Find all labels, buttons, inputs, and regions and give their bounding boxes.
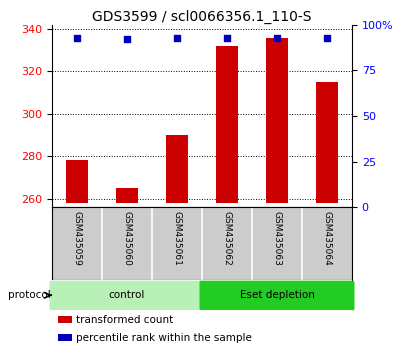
Point [324,35,330,40]
Bar [116,188,138,203]
FancyBboxPatch shape [50,281,204,310]
Bar [58,334,72,342]
Text: control: control [109,290,145,300]
Text: protocol: protocol [8,290,51,300]
Bar [216,46,238,203]
FancyBboxPatch shape [200,281,354,310]
Text: transformed count: transformed count [76,315,173,325]
Bar [266,38,288,203]
Point [274,35,280,40]
Text: GSM435061: GSM435061 [172,211,182,266]
Text: GSM435064: GSM435064 [322,211,332,266]
Title: GDS3599 / scl0066356.1_110-S: GDS3599 / scl0066356.1_110-S [92,10,312,24]
Bar [66,160,88,203]
Point [174,35,180,40]
Text: GSM435062: GSM435062 [222,211,232,266]
Text: GSM435060: GSM435060 [122,211,132,266]
Text: percentile rank within the sample: percentile rank within the sample [76,333,252,343]
Bar [166,135,188,203]
Point [74,35,80,40]
Point [224,35,230,40]
Text: GSM435059: GSM435059 [72,211,82,266]
Bar [316,82,338,203]
Bar [58,316,72,323]
Point [124,36,130,42]
Text: GSM435063: GSM435063 [272,211,282,266]
Text: Eset depletion: Eset depletion [240,290,314,300]
